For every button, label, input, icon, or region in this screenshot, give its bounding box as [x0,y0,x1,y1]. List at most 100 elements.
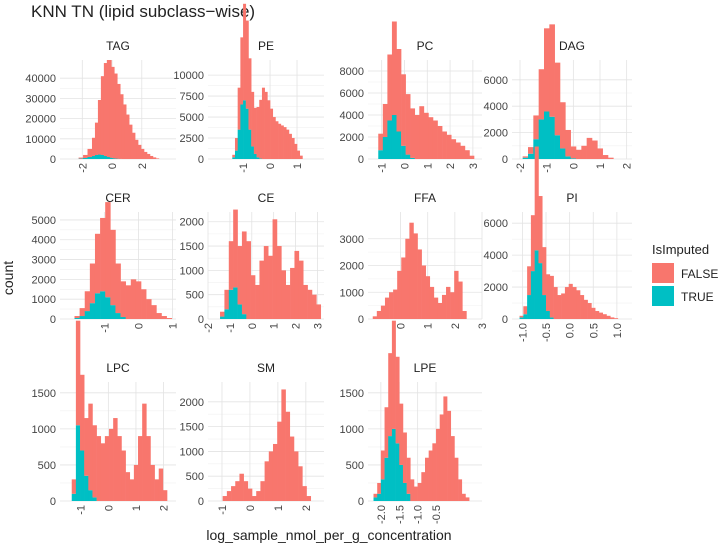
bar-false [442,295,446,319]
bar-false [588,303,592,319]
bar-false [531,215,535,271]
bar-false [544,28,550,111]
y-tick-label: 2000 [32,274,56,286]
bar-false [232,155,235,158]
bar-false [388,353,392,436]
bar-false [450,292,454,319]
bar-false [141,289,146,319]
bar-false [538,196,542,263]
bar-true [254,154,257,159]
bar-true [401,146,406,159]
bar-true [528,154,534,159]
bar-false [528,147,534,154]
bar-false [462,311,466,319]
bar-false [79,158,84,159]
bar-true [251,146,254,159]
y-tick-label: 0 [502,314,508,326]
bar-false [424,113,429,159]
y-tick-label: 20000 [25,114,56,126]
bar-false [410,108,415,157]
bar-false [397,49,402,132]
bar-false [422,266,426,320]
bar-false [447,135,452,159]
x-tick-label: -1.0 [517,323,529,342]
bar-false [389,292,393,319]
x-tick-label: -2.0 [376,505,388,524]
bar-false [527,266,531,295]
bar-false [294,451,298,501]
bar-false [292,138,295,159]
bar-false [80,375,84,451]
x-tick-label: -1 [377,163,389,173]
bar-false [88,404,92,491]
y-tick-label: 500 [346,460,364,472]
bar-false [572,287,576,319]
bar-false [97,436,101,501]
y-tick-label: 4000 [340,110,364,122]
bar-false [238,88,241,130]
bar-false [76,321,80,426]
bar-false [581,146,587,159]
bar-false [458,479,462,501]
bar-false [281,270,286,319]
bar-false [542,247,546,295]
x-tick-label: 2 [159,505,171,511]
bar-true [392,429,396,501]
bar-false [587,138,593,159]
bar-false [454,271,458,319]
x-tick-label: 2 [622,163,634,169]
panel-title-pe: PE [258,39,274,53]
bar-true [544,111,550,159]
y-tick-label: 8000 [340,66,364,78]
y-tick-label: 0 [198,154,204,166]
bar-true [410,158,415,159]
bar-false [377,483,381,494]
bar-false [436,429,440,501]
x-tick-label: -1 [542,163,554,173]
bar-false [134,465,138,501]
bar-false [248,58,251,129]
legend: IsImputed FALSE TRUE [652,242,718,306]
bar-true [224,309,229,319]
x-tick-label: 2 [291,323,303,329]
bar-false [426,276,430,319]
bar-false [142,404,146,501]
y-tick-label: 2000 [484,128,508,140]
bar-false [110,230,115,305]
bar-true [539,119,545,159]
bar-false [403,432,407,482]
legend-swatch-true [652,286,674,306]
bar-false [92,425,96,497]
bar-false [443,396,447,501]
bar-true [531,271,535,319]
bar-false [117,436,121,501]
bar-false [595,311,599,319]
bar-false [109,429,113,501]
bar-false [610,317,614,319]
bar-true [76,425,80,501]
bar-false [571,146,577,158]
bar-false [557,295,561,319]
bar-false [549,24,555,116]
bar-false [460,146,465,159]
bar-false [88,149,93,157]
bar-false [462,494,466,501]
bar-false [410,479,414,501]
bar-false [233,210,238,288]
bar-false [399,404,403,465]
bar-false [251,275,256,319]
bar-true [95,293,100,319]
bar-false [374,494,378,498]
bar-true [84,476,88,501]
bar-false [223,496,227,501]
x-tick-label: 0 [399,163,411,169]
bar-false [90,264,95,304]
bar-false [606,316,610,319]
bar-false [456,143,461,160]
x-tick-label: 2 [445,163,457,169]
